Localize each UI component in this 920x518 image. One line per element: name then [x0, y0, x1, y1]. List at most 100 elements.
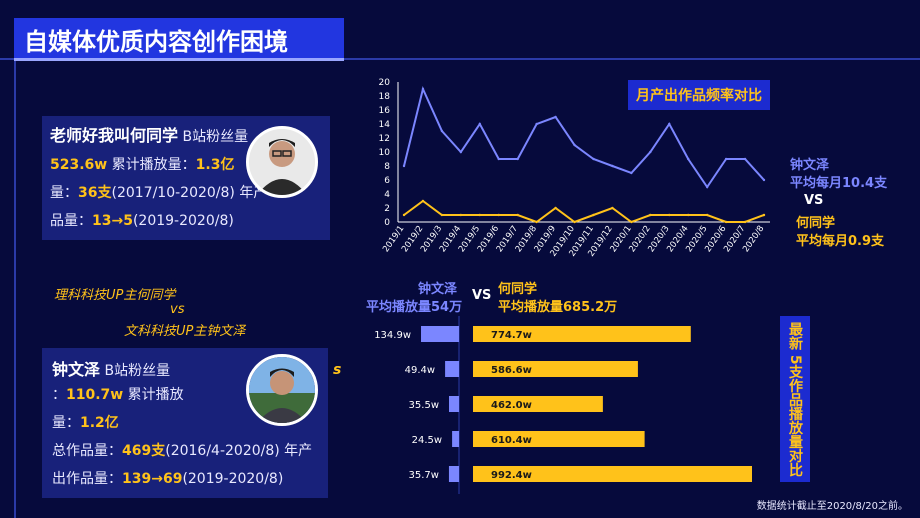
data-point	[743, 157, 747, 161]
data-point	[421, 199, 425, 203]
data-point	[554, 115, 557, 119]
bar-label-he: 586.6w	[491, 365, 532, 376]
bar-label-zhong: 49.4w	[405, 365, 435, 376]
bar-label-zhong: 134.9w	[374, 330, 411, 341]
bar-label-he: 462.0w	[491, 400, 532, 411]
y-tick-label: 20	[379, 78, 391, 88]
data-point	[459, 150, 463, 154]
frame-line-left	[14, 58, 16, 518]
card-zhong-plays-suffix: 量：	[52, 415, 80, 431]
card-he-line2: 523.6w 累计播放量：1.3亿	[50, 154, 234, 174]
note-he-tongxue: 理科科技UP主何同学	[54, 288, 176, 303]
bar-label-zhong: 24.5w	[412, 435, 442, 446]
line-vs: VS	[804, 193, 824, 208]
card-he-works-label: 量：	[50, 185, 78, 201]
bar-he	[473, 361, 638, 377]
line-he-avg: 平均每月0.9支	[796, 234, 885, 249]
y-tick-label: 4	[384, 190, 390, 200]
card-zhong-works-value: 469支	[122, 443, 166, 459]
card-zhong-line2: ：110.7w 累计播放	[52, 384, 184, 404]
line-chart-title: 月产出作品频率对比	[628, 80, 770, 110]
bar-chart: 134.9w 774.7w 49.4w 586.6w 35.5w 462.0w 24.5w 6…	[374, 316, 752, 494]
card-he-plays-value: 1.3亿	[195, 157, 235, 173]
card-zhong-annual-range: (2019-2020/8)	[182, 471, 284, 487]
page-title-bar: 自媒体优质内容创作困境	[14, 18, 344, 61]
data-point	[497, 213, 500, 217]
card-zhong-line4: 总作品量：469支(2016/4-2020/8) 年产	[52, 440, 312, 460]
bar-zhong	[452, 431, 459, 447]
bar-he	[473, 396, 603, 412]
data-point	[705, 213, 709, 217]
data-point	[705, 185, 709, 189]
data-point	[611, 164, 614, 168]
card-zhong-fans-value: 110.7w	[66, 387, 124, 403]
y-tick-label: 10	[379, 148, 391, 158]
line-zhong-avg: 平均每月10.4支	[790, 176, 888, 191]
card-he-annual-range: (2019-2020/8)	[132, 213, 234, 229]
card-zhong-line5: 出作品量：139→69(2019-2020/8)	[52, 468, 283, 488]
card-zhong-annual-value: 139→69	[122, 471, 183, 487]
bar-zhong-name: 钟文泽	[418, 282, 458, 297]
bar-zhong	[445, 361, 459, 377]
avatar-zhong-wenze	[246, 354, 318, 426]
bar-he	[473, 326, 691, 342]
frame-line-top	[0, 58, 920, 60]
card-zhong-name: 钟文泽	[52, 360, 101, 379]
series-line-zhong	[403, 85, 765, 189]
y-tick-label: 6	[384, 176, 390, 186]
data-point	[459, 213, 463, 217]
data-point	[535, 220, 538, 224]
data-point	[440, 129, 444, 133]
data-point	[611, 206, 614, 210]
card-zhong-plays-label: 累计播放	[127, 387, 184, 403]
bar-he-avg: 平均播放量685.2万	[498, 300, 618, 315]
data-point	[421, 87, 425, 91]
bar-zhong	[421, 326, 459, 342]
data-point	[668, 213, 671, 217]
card-he-name: 老师好我叫何同学	[50, 126, 179, 145]
line-chart: 024681012141618202019/12019/22019/32019/…	[379, 78, 770, 259]
data-point	[402, 164, 406, 168]
data-point	[573, 220, 576, 224]
bar-he	[473, 466, 752, 482]
data-point	[592, 213, 595, 217]
bar-label-zhong: 35.5w	[409, 400, 439, 411]
data-point	[535, 122, 538, 126]
data-point	[402, 213, 406, 217]
avatar-he-tongxue	[246, 126, 318, 198]
data-point	[724, 220, 728, 224]
stray-mark: s	[333, 362, 342, 378]
bar-vs: VS	[472, 288, 492, 303]
data-point	[649, 213, 652, 217]
person-icon	[249, 357, 315, 423]
card-zhong-annual-label: 出作品量：	[52, 471, 122, 487]
card-he-line1: 老师好我叫何同学 B站粉丝量	[50, 122, 248, 146]
bar-label-he: 992.4w	[491, 470, 532, 481]
card-zhong-fans-label: B站粉丝量	[104, 363, 171, 379]
note-vs: vs	[170, 302, 185, 317]
y-tick-label: 12	[379, 134, 390, 144]
data-point	[497, 157, 500, 161]
y-tick-label: 16	[379, 106, 391, 116]
bar-chart-title: 最新 5支作品播放量对比	[780, 316, 810, 482]
card-he-plays-label: 累计播放量：	[111, 157, 196, 173]
data-point	[516, 157, 519, 161]
bar-label-he: 774.7w	[491, 330, 532, 341]
data-point	[724, 157, 728, 161]
card-zhong-plays-value: 1.2亿	[80, 415, 119, 431]
card-he-line4: 品量：13→5(2019-2020/8)	[50, 210, 234, 230]
bar-label-zhong: 35.7w	[408, 470, 438, 481]
data-point	[687, 157, 690, 161]
data-point	[762, 178, 766, 182]
data-point	[687, 213, 690, 217]
card-he-fans-value: 523.6w	[50, 157, 108, 173]
data-point	[516, 213, 519, 217]
bar-zhong	[448, 466, 459, 482]
card-zhong-line1: 钟文泽 B站粉丝量	[52, 356, 170, 380]
data-point	[762, 213, 766, 217]
data-point	[573, 143, 576, 147]
y-tick-label: 2	[384, 204, 390, 214]
card-he-annual-label: 品量：	[50, 213, 92, 229]
card-zhong-works-range: (2016/4-2020/8) 年产	[165, 443, 313, 459]
footnote: 数据统计截止至2020/8/20之前。	[756, 501, 908, 512]
